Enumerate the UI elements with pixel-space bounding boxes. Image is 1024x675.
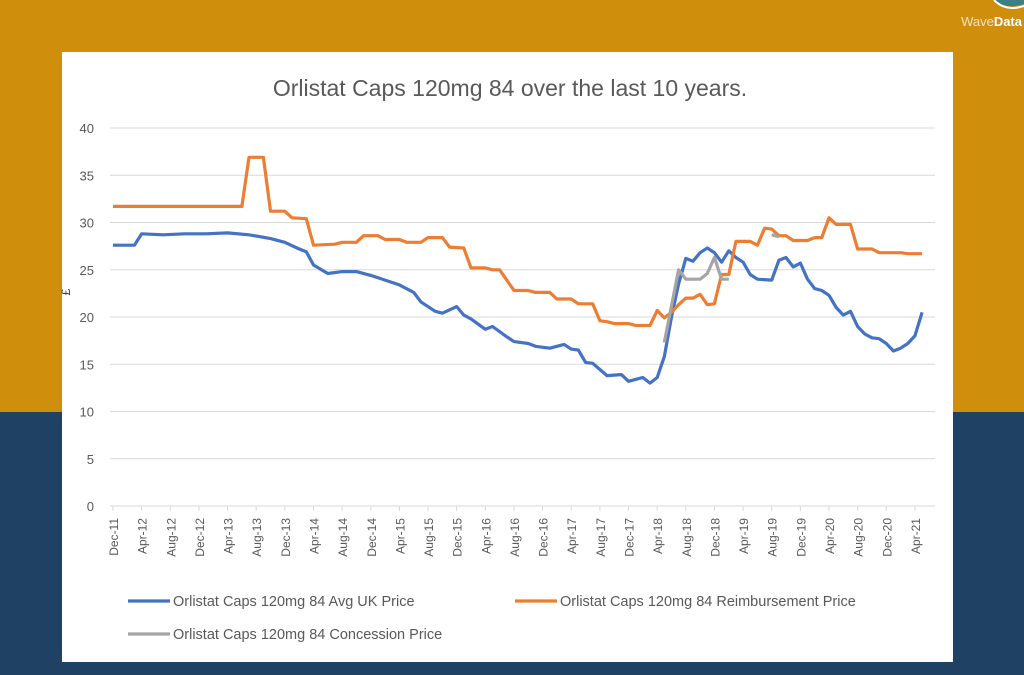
y-tick-label: 0 [87, 499, 94, 514]
x-tick-label: Aug-19 [766, 518, 780, 557]
series-line-1 [113, 155, 923, 328]
y-tick-label: 30 [80, 216, 94, 231]
x-tick-label: Aug-16 [508, 518, 522, 557]
x-tick-label: Dec-14 [365, 518, 379, 557]
logo-text: WaveData [961, 14, 1022, 29]
x-tick-label: Apr-15 [393, 518, 407, 554]
chart-title: Orlistat Caps 120mg 84 over the last 10 … [273, 75, 747, 101]
x-tick-label: Aug-14 [336, 518, 350, 557]
wave-logo-icon [993, 0, 1024, 9]
chart-card [62, 52, 953, 662]
y-tick-label: 15 [80, 357, 94, 372]
x-tick-label: Aug-13 [250, 518, 264, 557]
x-tick-label: Apr-19 [737, 518, 751, 554]
x-tick-label: Apr-21 [909, 518, 923, 554]
x-tick-label: Dec-13 [279, 518, 293, 557]
x-tick-label: Apr-12 [136, 518, 150, 554]
x-tick-label: Dec-15 [451, 518, 465, 557]
y-tick-label: 5 [87, 452, 94, 467]
x-tick-label: Aug-17 [594, 518, 608, 557]
x-tick-label: Dec-11 [107, 518, 121, 556]
wavedata-logo: WaveData [944, 0, 1024, 36]
x-tick-label: Dec-16 [537, 518, 551, 557]
y-axis-label: £ [59, 288, 73, 295]
x-tick-label: Apr-16 [479, 518, 493, 554]
y-tick-label: 25 [80, 263, 94, 278]
x-tick-label: Aug-18 [680, 518, 694, 557]
legend-label: Orlistat Caps 120mg 84 Avg UK Price [173, 594, 415, 610]
legend-label: Orlistat Caps 120mg 84 Reimbursement Pri… [560, 594, 856, 610]
x-tick-label: Apr-18 [651, 518, 665, 554]
x-tick-label: Apr-17 [565, 518, 579, 554]
y-tick-label: 35 [80, 168, 94, 183]
legend-label: Orlistat Caps 120mg 84 Concession Price [173, 627, 442, 643]
x-tick-label: Dec-18 [708, 518, 722, 557]
x-tick-label: Dec-20 [880, 518, 894, 557]
x-tick-label: Aug-20 [852, 518, 866, 557]
x-tick-label: Aug-15 [422, 518, 436, 557]
x-tick-label: Aug-12 [164, 518, 178, 557]
series-line-2 [662, 233, 780, 343]
y-tick-label: 10 [80, 405, 94, 420]
x-tick-label: Apr-20 [823, 518, 837, 554]
x-tick-label: Apr-13 [222, 518, 236, 554]
x-tick-label: Dec-19 [794, 518, 808, 557]
x-tick-label: Dec-17 [623, 518, 637, 557]
series-line-0 [113, 231, 924, 385]
y-tick-label: 20 [80, 310, 94, 325]
y-tick-label: 40 [80, 121, 94, 136]
x-tick-label: Dec-12 [193, 518, 207, 557]
x-tick-label: Apr-14 [307, 518, 321, 554]
